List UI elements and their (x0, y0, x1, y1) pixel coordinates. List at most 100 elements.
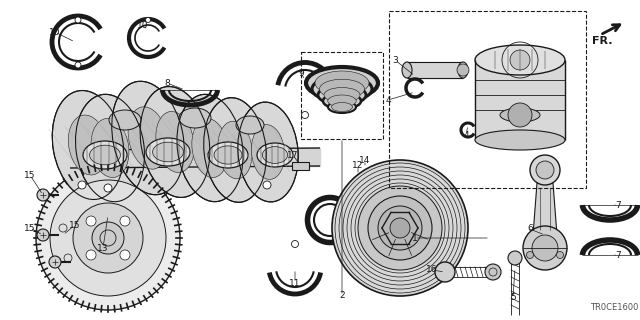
Circle shape (368, 196, 432, 260)
Text: 8: 8 (164, 78, 170, 87)
Circle shape (457, 64, 469, 76)
Ellipse shape (315, 71, 369, 95)
Text: 1: 1 (412, 234, 418, 243)
Circle shape (530, 155, 560, 185)
Text: 10: 10 (49, 28, 61, 36)
Circle shape (536, 161, 554, 179)
Ellipse shape (128, 107, 168, 169)
Circle shape (510, 50, 530, 70)
Text: 4: 4 (385, 95, 391, 105)
Ellipse shape (52, 91, 124, 199)
Text: 16: 16 (426, 266, 438, 275)
Circle shape (508, 103, 532, 127)
Circle shape (263, 181, 271, 189)
Ellipse shape (332, 102, 353, 111)
Circle shape (86, 250, 96, 260)
Text: 15: 15 (24, 171, 36, 180)
Polygon shape (533, 183, 557, 235)
Circle shape (120, 250, 130, 260)
Circle shape (435, 262, 455, 282)
Ellipse shape (318, 85, 366, 105)
Ellipse shape (76, 94, 145, 202)
Circle shape (527, 252, 534, 259)
Ellipse shape (156, 111, 194, 172)
Text: 9: 9 (298, 68, 304, 77)
Text: 7: 7 (615, 201, 621, 210)
Circle shape (358, 186, 442, 270)
Ellipse shape (306, 67, 378, 99)
Ellipse shape (475, 130, 565, 150)
Ellipse shape (236, 116, 264, 134)
Text: 4: 4 (463, 131, 469, 140)
Ellipse shape (177, 94, 243, 202)
Text: 3: 3 (392, 55, 398, 65)
Ellipse shape (319, 79, 365, 99)
Text: 5: 5 (510, 293, 516, 302)
Circle shape (49, 256, 61, 268)
Circle shape (75, 17, 81, 23)
Ellipse shape (140, 86, 210, 197)
Circle shape (332, 160, 468, 296)
Text: 14: 14 (359, 156, 371, 164)
Text: 17: 17 (287, 150, 299, 159)
Circle shape (557, 252, 563, 259)
Circle shape (104, 184, 112, 192)
Ellipse shape (90, 145, 120, 165)
Circle shape (120, 216, 130, 226)
Circle shape (390, 218, 410, 238)
Circle shape (75, 62, 81, 68)
Ellipse shape (324, 87, 360, 102)
Text: 15: 15 (24, 223, 36, 233)
Circle shape (291, 241, 298, 247)
Ellipse shape (218, 121, 252, 179)
Ellipse shape (402, 62, 412, 78)
Text: 6: 6 (527, 223, 532, 233)
Text: 11: 11 (289, 278, 301, 287)
Text: 10: 10 (137, 20, 148, 29)
Ellipse shape (214, 146, 242, 164)
Circle shape (50, 180, 166, 296)
Ellipse shape (475, 45, 565, 75)
Ellipse shape (328, 101, 356, 113)
Circle shape (523, 226, 567, 270)
Circle shape (532, 235, 558, 261)
Circle shape (73, 203, 143, 273)
Text: FR.: FR. (592, 36, 612, 46)
Ellipse shape (458, 62, 468, 78)
Ellipse shape (192, 118, 228, 178)
Ellipse shape (323, 93, 361, 109)
Ellipse shape (179, 108, 211, 128)
Text: 13: 13 (97, 244, 109, 252)
FancyBboxPatch shape (291, 162, 308, 170)
Ellipse shape (112, 81, 184, 195)
Text: 7: 7 (615, 251, 621, 260)
Ellipse shape (262, 147, 287, 164)
Text: 2: 2 (339, 292, 345, 300)
Circle shape (485, 264, 501, 280)
Circle shape (145, 18, 150, 22)
Circle shape (36, 166, 180, 310)
Circle shape (37, 189, 49, 201)
Text: TR0CE1600: TR0CE1600 (589, 303, 638, 312)
Circle shape (92, 222, 124, 254)
Ellipse shape (238, 102, 298, 202)
Ellipse shape (208, 142, 248, 168)
Ellipse shape (204, 98, 266, 202)
Ellipse shape (152, 142, 184, 162)
Ellipse shape (109, 110, 141, 130)
Ellipse shape (500, 108, 540, 122)
Ellipse shape (312, 76, 372, 102)
Circle shape (78, 181, 86, 189)
Text: 12: 12 (352, 161, 364, 170)
Circle shape (86, 216, 96, 226)
Ellipse shape (252, 124, 285, 180)
Ellipse shape (328, 95, 356, 107)
Ellipse shape (91, 118, 129, 178)
Text: 15: 15 (69, 220, 81, 229)
Ellipse shape (257, 143, 293, 167)
Circle shape (508, 251, 522, 265)
Circle shape (378, 206, 422, 250)
Ellipse shape (83, 141, 127, 169)
Circle shape (301, 111, 308, 118)
Circle shape (37, 229, 49, 241)
